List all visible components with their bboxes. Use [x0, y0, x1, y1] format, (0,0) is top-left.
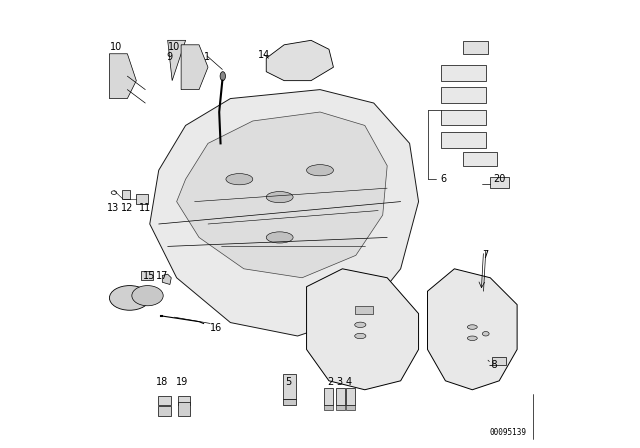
Text: 7: 7 — [483, 250, 489, 260]
PathPatch shape — [428, 269, 517, 390]
Text: 2: 2 — [327, 377, 333, 387]
Text: 20: 20 — [493, 174, 506, 184]
Ellipse shape — [355, 322, 366, 327]
Text: 5: 5 — [285, 377, 292, 387]
Bar — [441, 132, 486, 148]
Text: 12: 12 — [121, 203, 134, 213]
Bar — [346, 388, 355, 405]
FancyBboxPatch shape — [158, 396, 172, 405]
Text: 19: 19 — [177, 377, 189, 387]
PathPatch shape — [181, 45, 208, 90]
Ellipse shape — [220, 72, 225, 81]
PathPatch shape — [307, 269, 419, 390]
Bar — [463, 152, 497, 166]
Ellipse shape — [132, 286, 163, 306]
Ellipse shape — [483, 332, 489, 336]
FancyBboxPatch shape — [158, 406, 172, 416]
Ellipse shape — [307, 165, 333, 176]
Bar — [346, 405, 355, 410]
Text: 17: 17 — [156, 271, 168, 280]
PathPatch shape — [177, 112, 387, 278]
Text: 14: 14 — [258, 50, 270, 60]
Bar — [441, 65, 486, 81]
Text: 10: 10 — [168, 42, 180, 52]
Text: -8: -8 — [489, 360, 499, 370]
Bar — [336, 405, 344, 410]
Bar — [441, 110, 486, 125]
Bar — [463, 41, 488, 54]
Ellipse shape — [355, 333, 366, 339]
Ellipse shape — [226, 173, 253, 185]
PathPatch shape — [109, 54, 136, 99]
Ellipse shape — [467, 325, 477, 329]
PathPatch shape — [168, 40, 186, 81]
Text: 1: 1 — [204, 52, 210, 62]
Text: 9: 9 — [166, 52, 172, 62]
Ellipse shape — [467, 336, 477, 340]
Ellipse shape — [266, 192, 293, 202]
Text: 16: 16 — [210, 323, 222, 333]
Text: 11: 11 — [139, 203, 152, 213]
Bar — [355, 306, 373, 314]
Bar — [284, 374, 296, 399]
Ellipse shape — [109, 286, 150, 310]
Ellipse shape — [266, 232, 293, 243]
Text: 6: 6 — [440, 174, 446, 184]
FancyBboxPatch shape — [177, 396, 190, 405]
Ellipse shape — [111, 191, 116, 194]
PathPatch shape — [266, 40, 333, 81]
Text: 4: 4 — [345, 377, 351, 387]
Bar — [324, 388, 333, 405]
Bar — [490, 177, 509, 188]
Bar — [324, 405, 333, 410]
Text: 18: 18 — [156, 377, 168, 387]
Text: 00095139: 00095139 — [489, 428, 526, 437]
Bar — [136, 194, 148, 204]
Text: 15: 15 — [143, 271, 155, 280]
PathPatch shape — [150, 90, 419, 336]
Bar — [493, 357, 506, 365]
Text: 10: 10 — [110, 42, 122, 52]
FancyBboxPatch shape — [177, 402, 190, 416]
Bar — [284, 399, 296, 405]
Bar — [122, 190, 130, 199]
Text: 3: 3 — [336, 377, 342, 387]
Bar — [441, 87, 486, 103]
PathPatch shape — [163, 274, 172, 284]
Text: 13: 13 — [107, 203, 119, 213]
Bar — [141, 271, 154, 280]
Bar — [336, 388, 344, 405]
